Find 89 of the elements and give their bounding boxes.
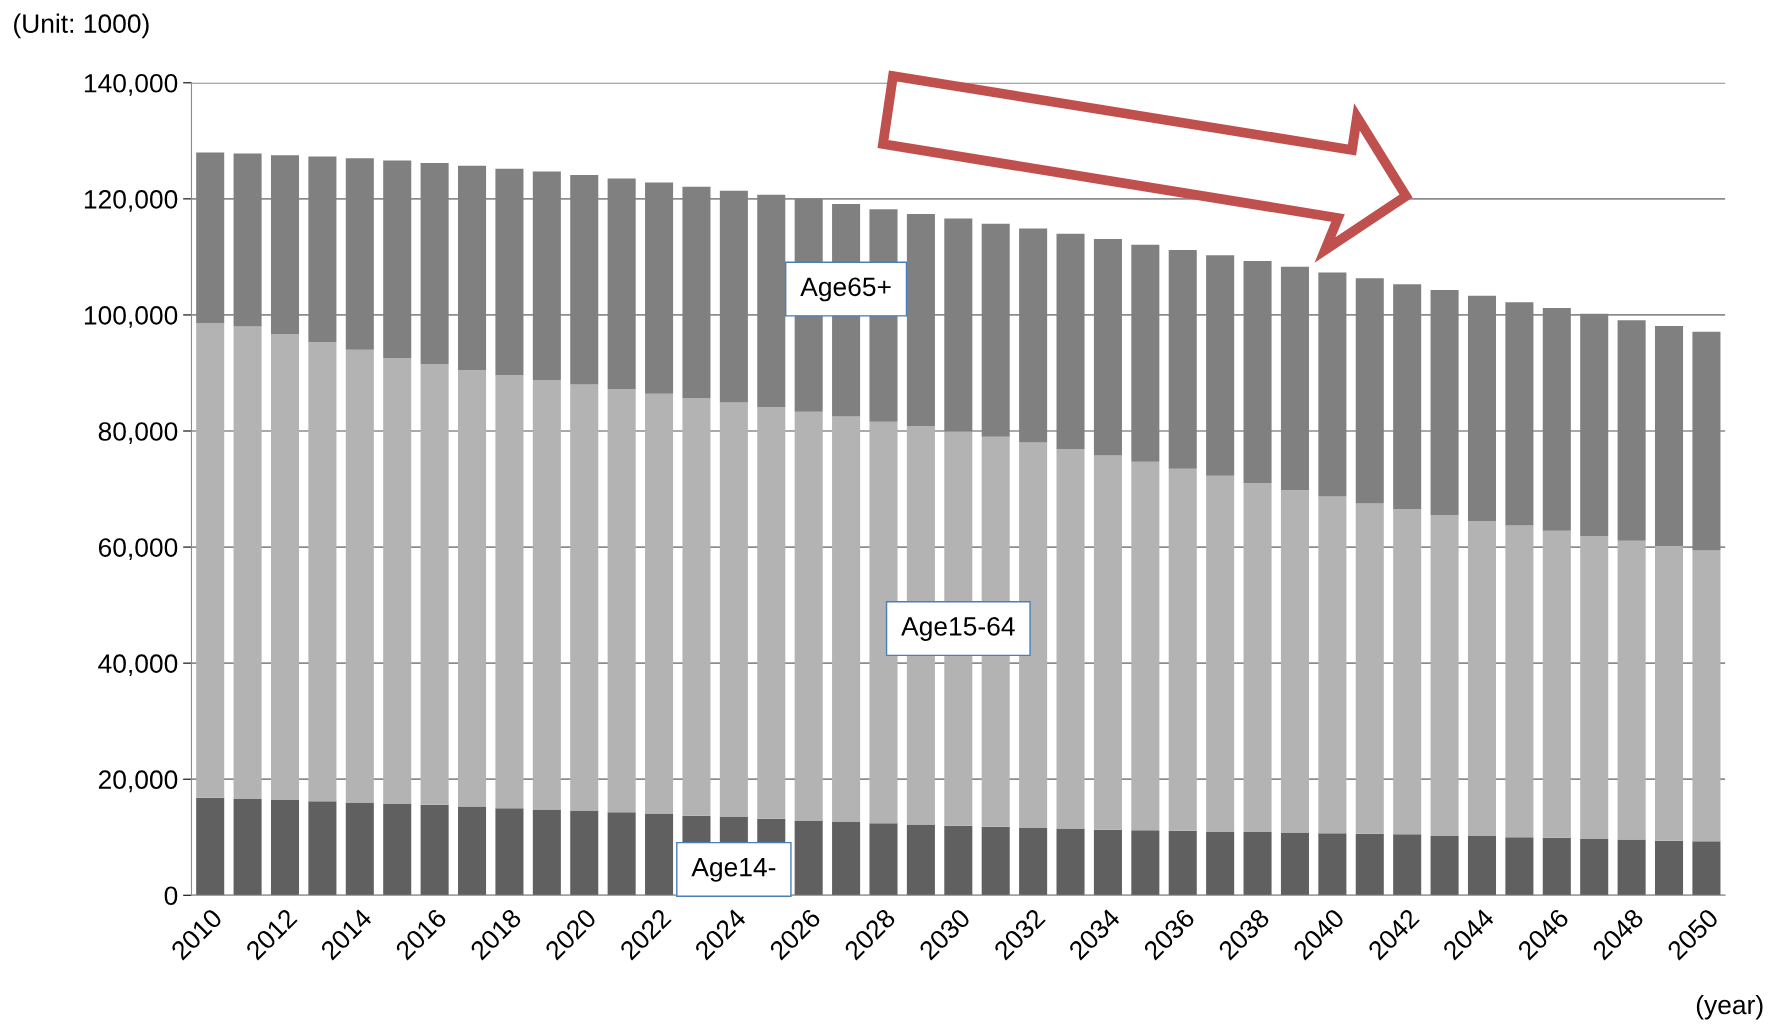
bar	[495, 375, 524, 809]
bar	[233, 326, 262, 799]
y-tick-label: 60,000	[98, 538, 178, 561]
bar	[1542, 530, 1571, 838]
bar	[1580, 536, 1609, 839]
bar	[1280, 832, 1309, 896]
bar	[1654, 545, 1684, 841]
bar	[495, 808, 524, 896]
bar	[532, 809, 561, 896]
bar	[1093, 455, 1122, 830]
bar	[1430, 515, 1459, 836]
bar	[1505, 837, 1534, 896]
bar	[1056, 448, 1085, 829]
bar	[719, 402, 748, 817]
bar	[832, 821, 861, 896]
bar	[1131, 461, 1160, 831]
bar	[308, 342, 337, 802]
bar	[383, 357, 412, 804]
bar	[1280, 490, 1309, 833]
y-tick-label: 20,000	[98, 770, 178, 793]
bar	[1318, 496, 1347, 834]
bar	[1692, 841, 1721, 896]
bar	[196, 797, 225, 896]
bar	[757, 407, 786, 819]
bar	[383, 803, 412, 896]
bar	[682, 397, 711, 816]
y-tick-label: 40,000	[98, 654, 178, 677]
bar	[906, 824, 935, 896]
bar	[1654, 840, 1684, 896]
bar	[1355, 503, 1384, 834]
bar	[1355, 833, 1384, 896]
bar	[458, 806, 487, 896]
bar	[570, 384, 599, 811]
bar	[1692, 550, 1721, 842]
bar	[1318, 833, 1347, 896]
bar	[1467, 520, 1497, 837]
bar	[981, 826, 1010, 896]
bar	[1505, 525, 1534, 838]
series-label: Age65+	[800, 277, 891, 302]
bar	[196, 323, 225, 798]
x-axis-title: (year)	[1696, 994, 1763, 1020]
bar	[607, 812, 636, 896]
bar	[1019, 442, 1048, 828]
bar	[1580, 838, 1609, 896]
bar	[1467, 836, 1497, 896]
bar	[420, 804, 449, 896]
bar	[1206, 475, 1235, 832]
bar	[1393, 834, 1422, 896]
bar	[1168, 830, 1197, 896]
bar	[832, 416, 861, 822]
bar	[420, 364, 449, 805]
bar	[1430, 835, 1459, 896]
bar	[532, 379, 561, 810]
bar	[944, 825, 973, 896]
bar	[607, 389, 636, 813]
y-tick-label: 120,000	[84, 190, 178, 212]
bar	[794, 411, 823, 821]
bar	[1206, 831, 1235, 896]
bar	[270, 334, 300, 801]
bar	[794, 820, 823, 896]
series-label: Age14-	[691, 858, 776, 882]
bar	[1243, 832, 1272, 896]
bar	[1093, 829, 1122, 896]
y-tick-label: 140,000	[84, 73, 178, 96]
bar	[1393, 509, 1422, 835]
bar	[458, 370, 487, 807]
bar	[1542, 837, 1571, 896]
bar	[233, 798, 262, 896]
bar	[1131, 830, 1160, 896]
bar	[1243, 483, 1272, 833]
bar	[1617, 540, 1646, 840]
y-tick-label: 100,000	[84, 306, 178, 328]
bar	[345, 349, 374, 803]
bar	[308, 801, 337, 896]
bar	[1617, 839, 1646, 896]
bar	[869, 421, 898, 824]
y-tick-label: 80,000	[98, 422, 178, 444]
bar	[1168, 468, 1197, 831]
bar	[570, 810, 599, 896]
bar	[270, 800, 300, 896]
y-tick-label: 0	[164, 886, 178, 906]
bar	[1056, 828, 1085, 896]
bar	[869, 823, 898, 896]
bar	[645, 393, 674, 815]
bar	[645, 814, 674, 896]
bar	[345, 802, 374, 896]
series-label: Age15-64	[901, 617, 1015, 641]
y-axis-title: (Unit: 1000)	[14, 13, 149, 39]
bar	[1019, 827, 1048, 896]
